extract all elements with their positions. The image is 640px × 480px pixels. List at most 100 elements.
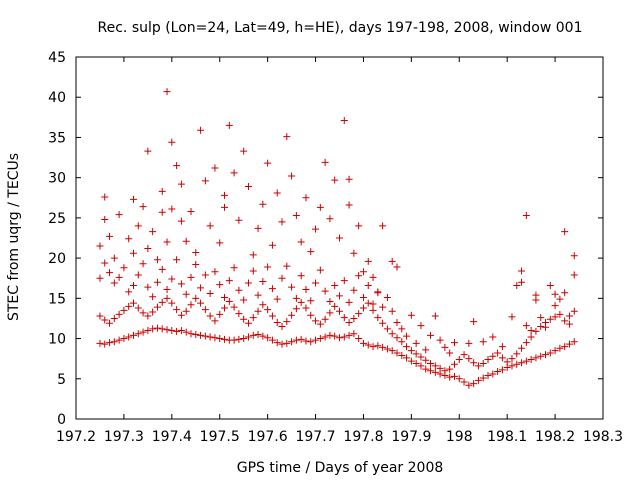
x-tick-label: 198 bbox=[446, 429, 473, 445]
data-point bbox=[115, 310, 123, 318]
data-point bbox=[561, 317, 569, 325]
data-point bbox=[283, 318, 291, 326]
data-point bbox=[254, 307, 262, 315]
data-point bbox=[240, 315, 248, 323]
data-point bbox=[331, 281, 339, 289]
data-point bbox=[115, 211, 123, 219]
data-point bbox=[163, 285, 171, 293]
data-point bbox=[254, 331, 262, 339]
y-axis-label: STEC from uqrg / TECUs bbox=[6, 153, 22, 321]
data-point bbox=[316, 320, 324, 328]
data-point bbox=[479, 359, 487, 367]
data-point bbox=[292, 305, 300, 313]
data-point bbox=[268, 336, 276, 344]
data-point bbox=[383, 294, 391, 302]
data-point bbox=[403, 343, 411, 351]
data-point bbox=[168, 275, 176, 283]
y-tick-label: 45 bbox=[48, 50, 66, 66]
data-point bbox=[134, 222, 142, 230]
data-point bbox=[302, 194, 310, 202]
data-point bbox=[96, 274, 104, 282]
data-point bbox=[129, 299, 137, 307]
data-point bbox=[379, 303, 387, 311]
data-point bbox=[561, 343, 569, 351]
data-point bbox=[307, 297, 315, 305]
data-point bbox=[412, 359, 420, 367]
data-point bbox=[537, 322, 545, 330]
data-point bbox=[197, 284, 205, 292]
data-point bbox=[489, 352, 497, 360]
data-point bbox=[206, 222, 214, 230]
data-point bbox=[345, 175, 353, 183]
data-point bbox=[297, 272, 305, 280]
data-point bbox=[211, 268, 219, 276]
data-point bbox=[561, 289, 569, 297]
data-point bbox=[235, 216, 243, 224]
data-point bbox=[312, 317, 320, 325]
data-point bbox=[479, 338, 487, 346]
data-point bbox=[565, 340, 573, 348]
data-point bbox=[336, 234, 343, 242]
data-point bbox=[177, 280, 185, 288]
data-point bbox=[518, 359, 526, 367]
data-point bbox=[216, 239, 224, 247]
data-point bbox=[206, 312, 214, 320]
data-point bbox=[158, 325, 166, 333]
data-point bbox=[412, 350, 420, 358]
data-point bbox=[331, 332, 339, 340]
data-point bbox=[139, 260, 147, 268]
data-point bbox=[259, 277, 267, 285]
data-point bbox=[570, 338, 578, 346]
data-point bbox=[518, 267, 526, 275]
data-point bbox=[350, 330, 358, 338]
data-point bbox=[364, 281, 372, 289]
data-point bbox=[240, 147, 248, 155]
data-point bbox=[230, 303, 238, 311]
data-point bbox=[336, 307, 343, 315]
data-point bbox=[565, 320, 573, 328]
data-point bbox=[446, 373, 454, 381]
data-point bbox=[144, 244, 152, 252]
data-point bbox=[331, 302, 339, 310]
data-point bbox=[221, 304, 229, 312]
data-point bbox=[273, 339, 281, 347]
data-point bbox=[436, 364, 444, 372]
data-point bbox=[163, 326, 171, 334]
data-point bbox=[417, 353, 425, 361]
data-point bbox=[149, 308, 157, 316]
data-point bbox=[225, 121, 233, 129]
data-point bbox=[542, 323, 550, 331]
data-point bbox=[364, 341, 372, 349]
data-point bbox=[149, 228, 157, 236]
data-point bbox=[383, 325, 391, 333]
data-point bbox=[393, 349, 401, 357]
data-point bbox=[153, 303, 161, 311]
data-point bbox=[201, 332, 209, 340]
data-point bbox=[307, 248, 315, 256]
data-point bbox=[302, 304, 310, 312]
data-point bbox=[312, 225, 320, 233]
data-point bbox=[254, 291, 262, 299]
data-point bbox=[163, 238, 171, 246]
data-point bbox=[417, 362, 425, 370]
data-point bbox=[407, 311, 415, 319]
data-point bbox=[144, 283, 152, 291]
data-point bbox=[369, 300, 377, 308]
axis-ticks: 197.2 197.3 197.4 197.5 197.6 197.7 197.8 197.9… bbox=[48, 50, 623, 445]
data-point bbox=[542, 351, 550, 359]
data-point bbox=[101, 215, 109, 223]
data-point bbox=[460, 351, 468, 359]
data-point bbox=[465, 355, 473, 363]
data-point bbox=[340, 333, 348, 341]
data-point bbox=[211, 334, 219, 342]
data-point bbox=[398, 325, 406, 333]
data-point bbox=[446, 365, 454, 373]
data-point bbox=[364, 257, 372, 265]
data-point bbox=[201, 177, 209, 185]
x-tick-label: 197.7 bbox=[295, 429, 335, 445]
data-point bbox=[484, 355, 492, 363]
data-point bbox=[249, 267, 257, 275]
data-point bbox=[192, 248, 200, 256]
data-point bbox=[403, 354, 411, 362]
